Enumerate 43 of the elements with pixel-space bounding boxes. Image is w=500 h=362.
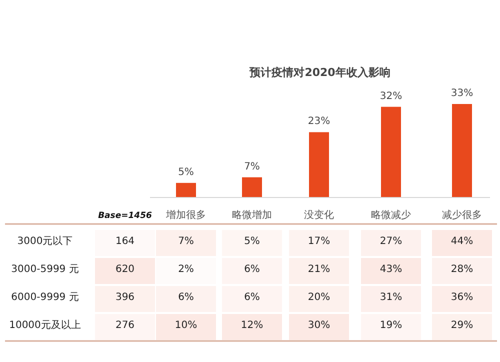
- data-label: 19%: [380, 320, 402, 331]
- x-tick-label: 没变化: [304, 209, 334, 221]
- data-label: 28%: [450, 264, 474, 275]
- y-tick-label: 3000-5999 元: [11, 264, 79, 275]
- data-label: 21%: [308, 264, 330, 275]
- data-label: 10%: [174, 320, 198, 331]
- data-label: 33%: [450, 88, 474, 99]
- data-label: 44%: [450, 236, 474, 247]
- data-label: 276: [115, 320, 135, 331]
- data-label: 164: [115, 236, 135, 247]
- data-label: 17%: [308, 236, 330, 247]
- data-label: 7%: [244, 161, 260, 172]
- data-label: 31%: [380, 292, 402, 303]
- x-tick-label: 略微减少: [371, 209, 411, 221]
- data-label: 12%: [240, 320, 264, 331]
- data-label: 6%: [244, 292, 260, 303]
- bar: [381, 106, 401, 197]
- data-label: 2%: [178, 264, 194, 275]
- data-label: 6%: [244, 264, 260, 275]
- x-tick-label: 增加很多: [165, 209, 206, 221]
- data-label: 30%: [308, 320, 330, 331]
- data-label: 27%: [380, 236, 402, 247]
- x-tick-label: 略微增加: [232, 209, 272, 221]
- x-tick-label: 减少很多: [442, 209, 482, 221]
- y-tick-label: 6000-9999 元: [11, 292, 79, 303]
- data-label: 620: [115, 264, 135, 275]
- data-label: 6%: [178, 292, 194, 303]
- data-label: 396: [115, 292, 135, 303]
- data-label: 5%: [178, 166, 194, 178]
- y-tick-label: 10000元及以上: [9, 319, 81, 331]
- bar: [452, 104, 472, 197]
- data-label: 23%: [308, 116, 330, 128]
- data-label: 20%: [308, 292, 330, 303]
- data-label: 43%: [380, 264, 402, 275]
- data-label: 5%: [244, 236, 260, 247]
- data-label: 7%: [178, 236, 194, 247]
- data-label: 36%: [450, 292, 474, 303]
- x-tick-label: Base=1456: [98, 211, 152, 221]
- y-tick-label: 3000元以下: [17, 235, 73, 247]
- chart-title: 预计疫情对2020年收入影响: [248, 66, 390, 79]
- bar: [242, 177, 262, 197]
- data-label: 29%: [450, 320, 474, 331]
- data-label: 32%: [380, 90, 402, 102]
